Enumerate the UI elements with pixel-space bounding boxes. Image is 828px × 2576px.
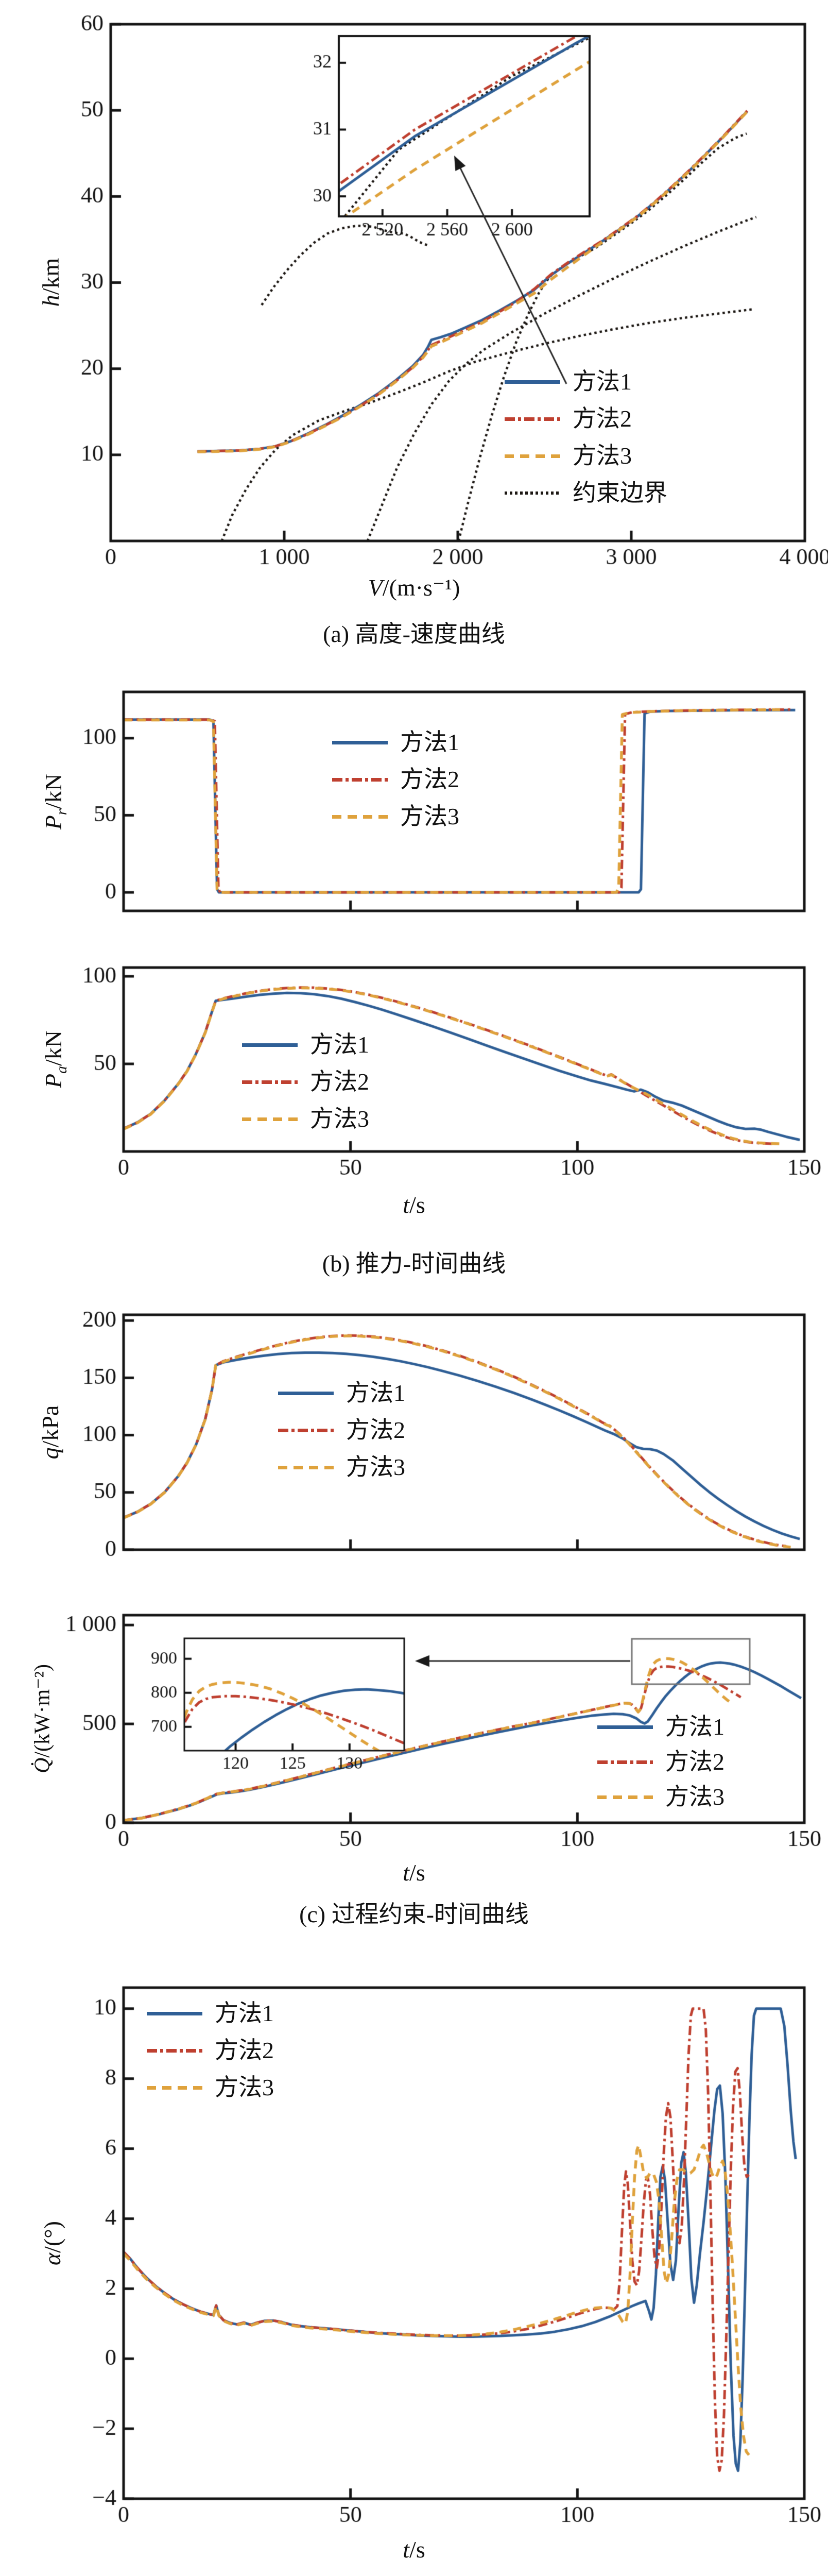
legend-d: 方法1 方法2 方法3 — [147, 1995, 274, 2106]
method1-line-sample — [505, 380, 560, 384]
caption-a: (a) 高度-速度曲线 — [323, 621, 505, 647]
method2-line-sample — [147, 2048, 202, 2053]
method1-line-sample — [597, 1725, 653, 1729]
legend-item-boundary: 约束边界 — [505, 474, 667, 512]
x-axis-label-c: t/s — [403, 1859, 425, 1886]
legend-label: 方法2 — [665, 1749, 725, 1775]
method2-line-sample — [332, 777, 388, 782]
y-axis-label-d: α/(°) — [39, 2221, 65, 2265]
legend-label: 方法3 — [215, 2074, 274, 2100]
legend-label: 方法1 — [573, 368, 632, 395]
legend-label: 方法1 — [665, 1714, 725, 1740]
legend-label: 方法2 — [400, 766, 459, 792]
legend-item-method1: 方法1 — [242, 1026, 369, 1063]
caption-b: (b) 推力-时间曲线 — [322, 1250, 506, 1277]
legend-item-method1: 方法1 — [147, 1995, 274, 2032]
legend-item-method1: 方法1 — [597, 1709, 725, 1744]
legend-label: 方法3 — [400, 803, 459, 829]
legend-label: 方法3 — [573, 443, 632, 469]
legend-item-method3: 方法3 — [147, 2069, 274, 2106]
method3-line-sample — [332, 815, 388, 819]
method1-line-sample — [278, 1391, 334, 1395]
legend-label: 方法1 — [400, 729, 459, 755]
method3-line-sample — [278, 1465, 334, 1469]
legend-label: 约束边界 — [573, 480, 667, 506]
method3-line-sample — [597, 1795, 653, 1799]
legend-label: 方法3 — [665, 1784, 725, 1810]
x-axis-label-d: t/s — [403, 2536, 425, 2563]
legend-item-method2: 方法2 — [597, 1744, 725, 1780]
x-axis-label-b: t/s — [403, 1192, 425, 1218]
method2-line-sample — [597, 1760, 653, 1764]
legend-item-method2: 方法2 — [505, 400, 667, 437]
method1-line-sample — [147, 2011, 202, 2015]
legend-label: 方法1 — [346, 1380, 405, 1406]
legend-label: 方法2 — [310, 1069, 369, 1095]
legend-label: 方法3 — [346, 1454, 405, 1480]
method2-line-sample — [505, 417, 560, 421]
legend-item-method1: 方法1 — [278, 1375, 405, 1412]
legend-label: 方法1 — [310, 1031, 369, 1058]
y-axis-label-a: h/km — [37, 258, 64, 307]
method3-line-sample — [242, 1117, 298, 1121]
legend-b2: 方法1 方法2 方法3 — [242, 1026, 369, 1138]
legend-item-method2: 方法2 — [332, 761, 459, 798]
legend-item-method1: 方法1 — [505, 363, 667, 400]
method2-line-sample — [278, 1428, 334, 1432]
legend-b1: 方法1 方法2 方法3 — [332, 724, 459, 835]
method1-line-sample — [332, 740, 388, 744]
legend-item-method3: 方法3 — [332, 798, 459, 835]
method3-line-sample — [505, 454, 560, 458]
legend-c1: 方法1 方法2 方法3 — [278, 1375, 405, 1486]
y-axis-label-c1: q/kPa — [37, 1405, 63, 1460]
y-axis-label-b1: Pr/kN — [40, 773, 71, 830]
y-axis-label-b2: Pa/kN — [40, 1030, 71, 1089]
legend-label: 方法1 — [215, 2000, 274, 2026]
legend-a: 方法1 方法2 方法3 约束边界 — [505, 363, 667, 512]
legend-item-method3: 方法3 — [505, 437, 667, 474]
legend-label: 方法2 — [215, 2037, 274, 2063]
method2-line-sample — [242, 1080, 298, 1084]
legend-label: 方法2 — [573, 405, 632, 432]
legend-item-method2: 方法2 — [147, 2032, 274, 2069]
legend-item-method2: 方法2 — [242, 1063, 369, 1100]
legend-item-method1: 方法1 — [332, 724, 459, 761]
caption-c: (c) 过程约束-时间曲线 — [299, 1901, 529, 1927]
y-axis-label-c2: Q̇/(kW·m⁻²) — [30, 1664, 55, 1774]
method3-line-sample — [147, 2086, 202, 2090]
legend-item-method2: 方法2 — [278, 1412, 405, 1449]
method1-line-sample — [242, 1043, 298, 1047]
legend-label: 方法3 — [310, 1106, 369, 1132]
legend-label: 方法2 — [346, 1417, 405, 1443]
legend-item-method3: 方法3 — [597, 1780, 725, 1815]
boundary-line-sample — [505, 492, 560, 495]
legend-item-method3: 方法3 — [278, 1449, 405, 1486]
legend-c2: 方法1 方法2 方法3 — [597, 1709, 725, 1815]
legend-item-method3: 方法3 — [242, 1100, 369, 1138]
x-axis-label-a: V/(m·s⁻¹) — [368, 574, 460, 601]
